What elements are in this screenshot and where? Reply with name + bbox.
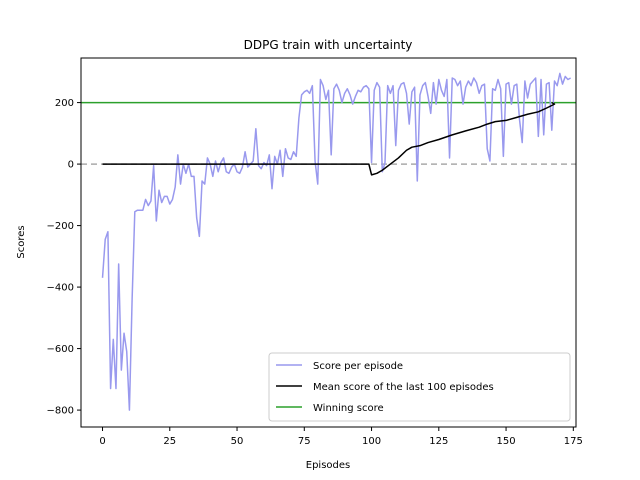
legend-label-mean: Mean score of the last 100 episodes — [313, 382, 494, 393]
x-tick-label: 125 — [429, 436, 448, 447]
y-tick-label: 200 — [55, 98, 74, 109]
y-tick-label: 0 — [68, 160, 74, 171]
x-tick-label: 100 — [362, 436, 381, 447]
y-tick-label: −800 — [47, 406, 74, 417]
x-tick-label: 150 — [497, 436, 516, 447]
series-score-per-episode — [101, 72, 571, 411]
plot-area — [81, 72, 576, 411]
x-axis-ticks: 0 25 50 75 100 125 150 175 — [99, 427, 583, 447]
y-tick-label: −600 — [47, 344, 74, 355]
legend-label-winning: Winning score — [313, 403, 384, 414]
chart-title: DDPG train with uncertainty — [244, 38, 413, 52]
plot-frame — [80, 57, 577, 428]
y-tick-label: −200 — [47, 221, 74, 232]
legend: Score per episode Mean score of the last… — [268, 352, 571, 422]
x-tick-label: 0 — [99, 436, 105, 447]
x-tick-label: 75 — [298, 436, 311, 447]
series-mean-score — [102, 101, 556, 176]
legend-label-score: Score per episode — [313, 361, 403, 372]
x-tick-label: 50 — [231, 436, 244, 447]
series-lines — [101, 72, 571, 411]
y-tick-label: −400 — [47, 283, 74, 294]
y-axis-ticks: −800 −600 −400 −200 0 200 — [47, 98, 81, 417]
y-axis-label: Scores — [16, 225, 27, 258]
x-tick-label: 175 — [564, 436, 583, 447]
x-tick-label: 25 — [163, 436, 176, 447]
legend-box — [268, 352, 571, 422]
x-axis-label: Episodes — [306, 460, 350, 471]
